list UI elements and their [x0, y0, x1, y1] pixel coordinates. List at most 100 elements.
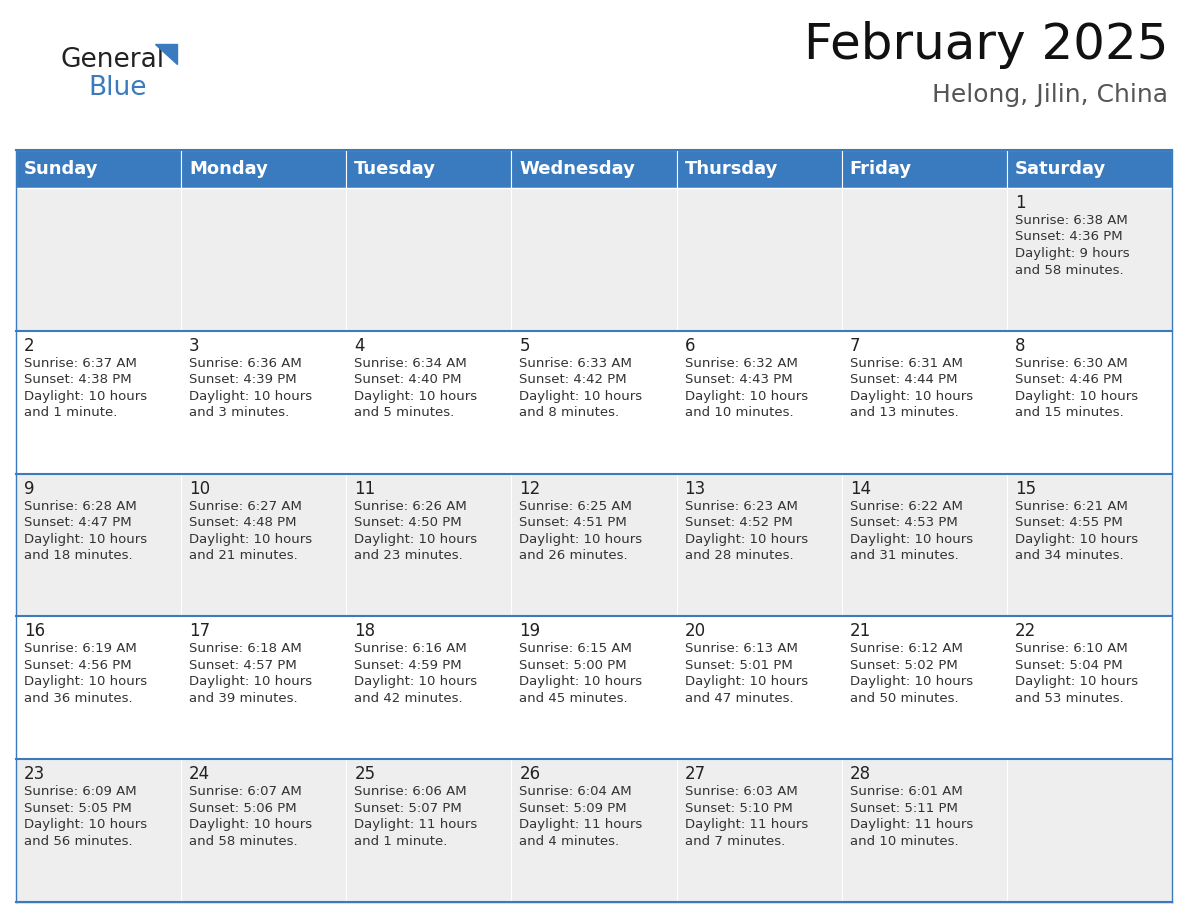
- Bar: [511, 150, 677, 188]
- Text: Sunset: 4:55 PM: Sunset: 4:55 PM: [1015, 516, 1123, 529]
- Bar: [842, 616, 1007, 759]
- Text: Daylight: 11 hours: Daylight: 11 hours: [354, 818, 478, 831]
- Bar: [181, 188, 346, 330]
- Text: Daylight: 10 hours: Daylight: 10 hours: [684, 676, 808, 688]
- Text: and 47 minutes.: and 47 minutes.: [684, 692, 794, 705]
- Text: Sunset: 5:10 PM: Sunset: 5:10 PM: [684, 801, 792, 814]
- Bar: [677, 759, 842, 902]
- Bar: [677, 188, 842, 330]
- Text: 6: 6: [684, 337, 695, 354]
- Text: Sunset: 4:42 PM: Sunset: 4:42 PM: [519, 374, 627, 386]
- Text: Daylight: 10 hours: Daylight: 10 hours: [849, 676, 973, 688]
- Text: 10: 10: [189, 479, 210, 498]
- Bar: [15, 759, 181, 902]
- Bar: [511, 330, 677, 474]
- Text: Sunset: 4:48 PM: Sunset: 4:48 PM: [189, 516, 297, 529]
- Text: Daylight: 10 hours: Daylight: 10 hours: [684, 532, 808, 545]
- Text: 12: 12: [519, 479, 541, 498]
- Text: Sunset: 4:47 PM: Sunset: 4:47 PM: [24, 516, 132, 529]
- Text: Daylight: 10 hours: Daylight: 10 hours: [1015, 390, 1138, 403]
- Text: 9: 9: [24, 479, 34, 498]
- Text: Daylight: 10 hours: Daylight: 10 hours: [1015, 532, 1138, 545]
- Text: 18: 18: [354, 622, 375, 641]
- Text: Daylight: 10 hours: Daylight: 10 hours: [189, 676, 312, 688]
- Text: Sunset: 4:46 PM: Sunset: 4:46 PM: [1015, 374, 1123, 386]
- Text: 24: 24: [189, 766, 210, 783]
- Text: Sunset: 5:11 PM: Sunset: 5:11 PM: [849, 801, 958, 814]
- Text: Sunday: Sunday: [24, 160, 99, 178]
- Text: Sunset: 4:44 PM: Sunset: 4:44 PM: [849, 374, 958, 386]
- Text: Sunrise: 6:16 AM: Sunrise: 6:16 AM: [354, 643, 467, 655]
- Text: and 1 minute.: and 1 minute.: [24, 407, 118, 420]
- Text: 17: 17: [189, 622, 210, 641]
- Text: 16: 16: [24, 622, 45, 641]
- Bar: [181, 759, 346, 902]
- Bar: [15, 330, 181, 474]
- Bar: [511, 759, 677, 902]
- Bar: [677, 150, 842, 188]
- Text: Sunrise: 6:38 AM: Sunrise: 6:38 AM: [1015, 214, 1127, 227]
- Text: and 5 minutes.: and 5 minutes.: [354, 407, 455, 420]
- Text: Sunrise: 6:25 AM: Sunrise: 6:25 AM: [519, 499, 632, 512]
- Text: and 10 minutes.: and 10 minutes.: [849, 834, 959, 847]
- Bar: [842, 330, 1007, 474]
- Bar: [15, 474, 181, 616]
- Text: Sunrise: 6:10 AM: Sunrise: 6:10 AM: [1015, 643, 1127, 655]
- Bar: [346, 150, 511, 188]
- Bar: [181, 330, 346, 474]
- Text: 20: 20: [684, 622, 706, 641]
- Text: 7: 7: [849, 337, 860, 354]
- Text: February 2025: February 2025: [803, 21, 1168, 69]
- Text: 21: 21: [849, 622, 871, 641]
- Text: Sunset: 4:56 PM: Sunset: 4:56 PM: [24, 659, 132, 672]
- Text: and 58 minutes.: and 58 minutes.: [1015, 263, 1124, 276]
- Text: Sunset: 4:39 PM: Sunset: 4:39 PM: [189, 374, 297, 386]
- Text: Sunset: 5:02 PM: Sunset: 5:02 PM: [849, 659, 958, 672]
- Text: 11: 11: [354, 479, 375, 498]
- Bar: [511, 188, 677, 330]
- Text: Daylight: 10 hours: Daylight: 10 hours: [24, 390, 147, 403]
- Text: Sunrise: 6:21 AM: Sunrise: 6:21 AM: [1015, 499, 1127, 512]
- Text: Daylight: 10 hours: Daylight: 10 hours: [354, 390, 478, 403]
- Text: Daylight: 10 hours: Daylight: 10 hours: [24, 818, 147, 831]
- Bar: [842, 474, 1007, 616]
- Text: 4: 4: [354, 337, 365, 354]
- Bar: [346, 759, 511, 902]
- Text: and 7 minutes.: and 7 minutes.: [684, 834, 785, 847]
- Text: Daylight: 10 hours: Daylight: 10 hours: [684, 390, 808, 403]
- Text: Sunset: 5:01 PM: Sunset: 5:01 PM: [684, 659, 792, 672]
- Text: Daylight: 10 hours: Daylight: 10 hours: [189, 818, 312, 831]
- Bar: [677, 616, 842, 759]
- Text: Sunrise: 6:36 AM: Sunrise: 6:36 AM: [189, 357, 302, 370]
- Text: Daylight: 10 hours: Daylight: 10 hours: [849, 390, 973, 403]
- Text: Friday: Friday: [849, 160, 912, 178]
- Text: 15: 15: [1015, 479, 1036, 498]
- Text: Sunrise: 6:26 AM: Sunrise: 6:26 AM: [354, 499, 467, 512]
- Bar: [346, 188, 511, 330]
- Text: and 10 minutes.: and 10 minutes.: [684, 407, 794, 420]
- Bar: [677, 474, 842, 616]
- Text: Sunrise: 6:19 AM: Sunrise: 6:19 AM: [24, 643, 137, 655]
- Text: Sunset: 4:53 PM: Sunset: 4:53 PM: [849, 516, 958, 529]
- Text: Sunset: 4:52 PM: Sunset: 4:52 PM: [684, 516, 792, 529]
- Text: Sunrise: 6:22 AM: Sunrise: 6:22 AM: [849, 499, 962, 512]
- Text: Sunset: 4:59 PM: Sunset: 4:59 PM: [354, 659, 462, 672]
- Text: Sunrise: 6:07 AM: Sunrise: 6:07 AM: [189, 785, 302, 798]
- Bar: [511, 474, 677, 616]
- Text: and 42 minutes.: and 42 minutes.: [354, 692, 463, 705]
- Text: Sunrise: 6:03 AM: Sunrise: 6:03 AM: [684, 785, 797, 798]
- Text: and 31 minutes.: and 31 minutes.: [849, 549, 959, 562]
- Text: Sunrise: 6:28 AM: Sunrise: 6:28 AM: [24, 499, 137, 512]
- Bar: [1007, 759, 1173, 902]
- Text: 25: 25: [354, 766, 375, 783]
- Text: Sunrise: 6:32 AM: Sunrise: 6:32 AM: [684, 357, 797, 370]
- Bar: [181, 474, 346, 616]
- Bar: [1007, 474, 1173, 616]
- Text: Thursday: Thursday: [684, 160, 778, 178]
- Text: Daylight: 10 hours: Daylight: 10 hours: [24, 532, 147, 545]
- Text: Daylight: 10 hours: Daylight: 10 hours: [354, 676, 478, 688]
- Text: Blue: Blue: [88, 75, 146, 101]
- Text: Sunrise: 6:13 AM: Sunrise: 6:13 AM: [684, 643, 797, 655]
- Text: and 13 minutes.: and 13 minutes.: [849, 407, 959, 420]
- Text: Sunrise: 6:27 AM: Sunrise: 6:27 AM: [189, 499, 302, 512]
